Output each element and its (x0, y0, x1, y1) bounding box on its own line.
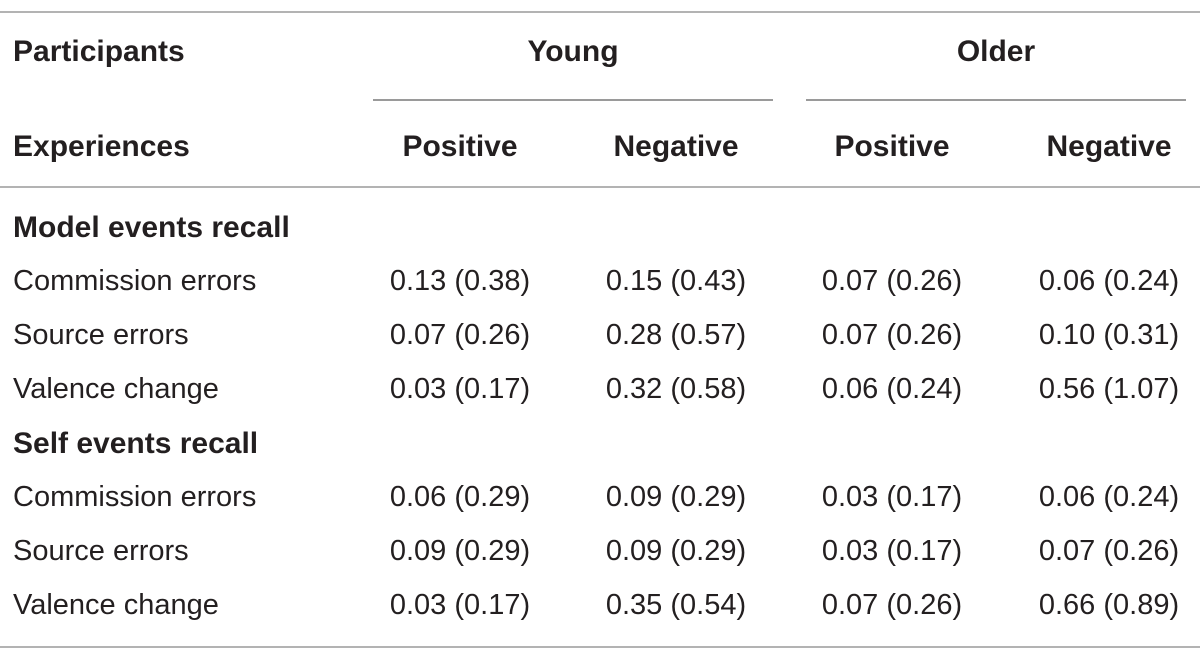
table-cell: 0.09 (0.29) (605, 481, 747, 513)
table-cell: 0.15 (0.43) (605, 265, 747, 297)
experiences-header: Experiences (13, 130, 190, 163)
header-bottom-rule (0, 186, 1200, 188)
table-cell: 0.06 (0.24) (821, 373, 963, 405)
table-cell: 0.13 (0.38) (389, 265, 531, 297)
table-cell: 0.56 (1.07) (1038, 373, 1180, 405)
table-cell: 0.03 (0.17) (821, 481, 963, 513)
row-label: Valence change (13, 373, 219, 405)
participants-header: Participants (13, 35, 185, 68)
table-cell: 0.09 (0.29) (605, 535, 747, 567)
table-bottom-rule (0, 646, 1200, 648)
table-cell: 0.07 (0.26) (821, 589, 963, 621)
table-cell: 0.32 (0.58) (605, 373, 747, 405)
section-title-self-events: Self events recall (13, 427, 259, 460)
table-cell: 0.07 (0.26) (389, 319, 531, 351)
column-header-young-positive: Positive (402, 130, 518, 163)
table-cell: 0.07 (0.26) (821, 319, 963, 351)
table-cell: 0.28 (0.57) (605, 319, 747, 351)
row-label: Commission errors (13, 265, 257, 297)
table-top-rule (0, 11, 1200, 13)
column-header-older-negative: Negative (1046, 130, 1172, 163)
table-cell: 0.09 (0.29) (389, 535, 531, 567)
table-cell: 0.07 (0.26) (821, 265, 963, 297)
row-label: Valence change (13, 589, 219, 621)
table-cell: 0.10 (0.31) (1038, 319, 1180, 351)
table-cell: 0.07 (0.26) (1038, 535, 1180, 567)
row-label: Source errors (13, 535, 189, 567)
older-group-underline (806, 99, 1186, 101)
table-cell: 0.03 (0.17) (821, 535, 963, 567)
group-header-young: Young (527, 35, 619, 68)
row-label: Commission errors (13, 481, 257, 513)
table-cell: 0.35 (0.54) (605, 589, 747, 621)
column-header-older-positive: Positive (834, 130, 950, 163)
table-cell: 0.66 (0.89) (1038, 589, 1180, 621)
young-group-underline (373, 99, 773, 101)
column-header-young-negative: Negative (613, 130, 739, 163)
table-cell: 0.06 (0.24) (1038, 481, 1180, 513)
table-cell: 0.06 (0.29) (389, 481, 531, 513)
table-cell: 0.03 (0.17) (389, 589, 531, 621)
table-cell: 0.06 (0.24) (1038, 265, 1180, 297)
group-header-older: Older (956, 35, 1036, 68)
row-label: Source errors (13, 319, 189, 351)
section-title-model-events: Model events recall (13, 211, 290, 244)
table-cell: 0.03 (0.17) (389, 373, 531, 405)
